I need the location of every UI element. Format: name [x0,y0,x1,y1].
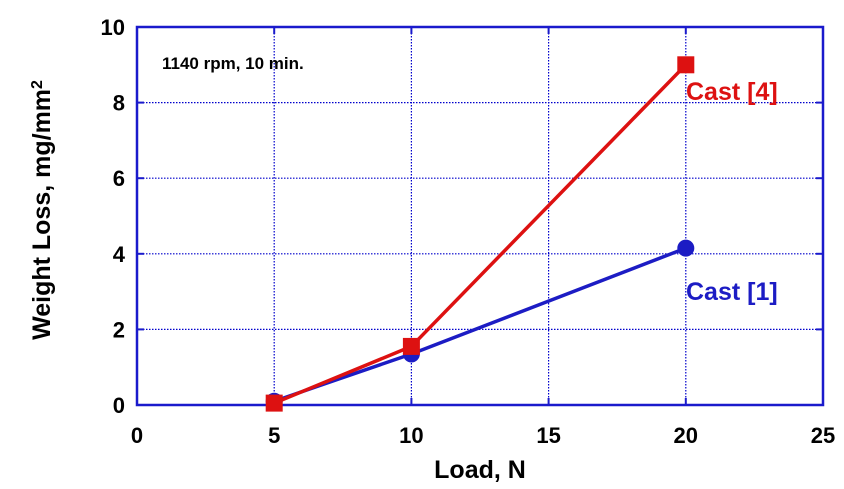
y-tick-label: 6 [113,166,125,191]
y-tick-label: 4 [113,242,126,267]
data-point-circle [677,239,695,257]
y-tick-label: 8 [113,91,125,116]
data-point-square [677,56,695,74]
series: Cast [1] Cast [4] [265,56,778,412]
x-tick-label: 0 [131,423,143,448]
x-tick-label: 10 [399,423,423,448]
y-axis-label-group: Weight Loss, mg/mm2 [28,80,56,340]
series-label: Cast [1] [686,278,778,306]
data-point-square [265,394,283,412]
y-axis-label: Weight Loss, mg/mm2 [28,80,56,340]
test-conditions-annotation: 1140 rpm, 10 min. [162,54,304,73]
x-axis-label: Load, N [434,456,526,484]
x-tick-label: 25 [811,423,835,448]
grid [137,27,823,405]
ticks: 0 5 10 15 20 25 0 2 4 6 8 10 [101,15,836,448]
y-tick-label: 0 [113,393,125,418]
data-point-square [402,337,420,355]
y-tick-label: 10 [101,15,125,40]
y-axis-label-superscript: 2 [29,80,46,89]
series-line [273,63,688,405]
y-axis-label-text: Weight Loss, mg/mm [28,89,56,340]
plot-frame [135,25,825,407]
x-tick-label: 5 [268,423,280,448]
y-tick-label: 2 [113,317,125,342]
x-tick-label: 20 [674,423,698,448]
x-tick-label: 15 [536,423,560,448]
series-label: Cast [4] [686,78,778,106]
